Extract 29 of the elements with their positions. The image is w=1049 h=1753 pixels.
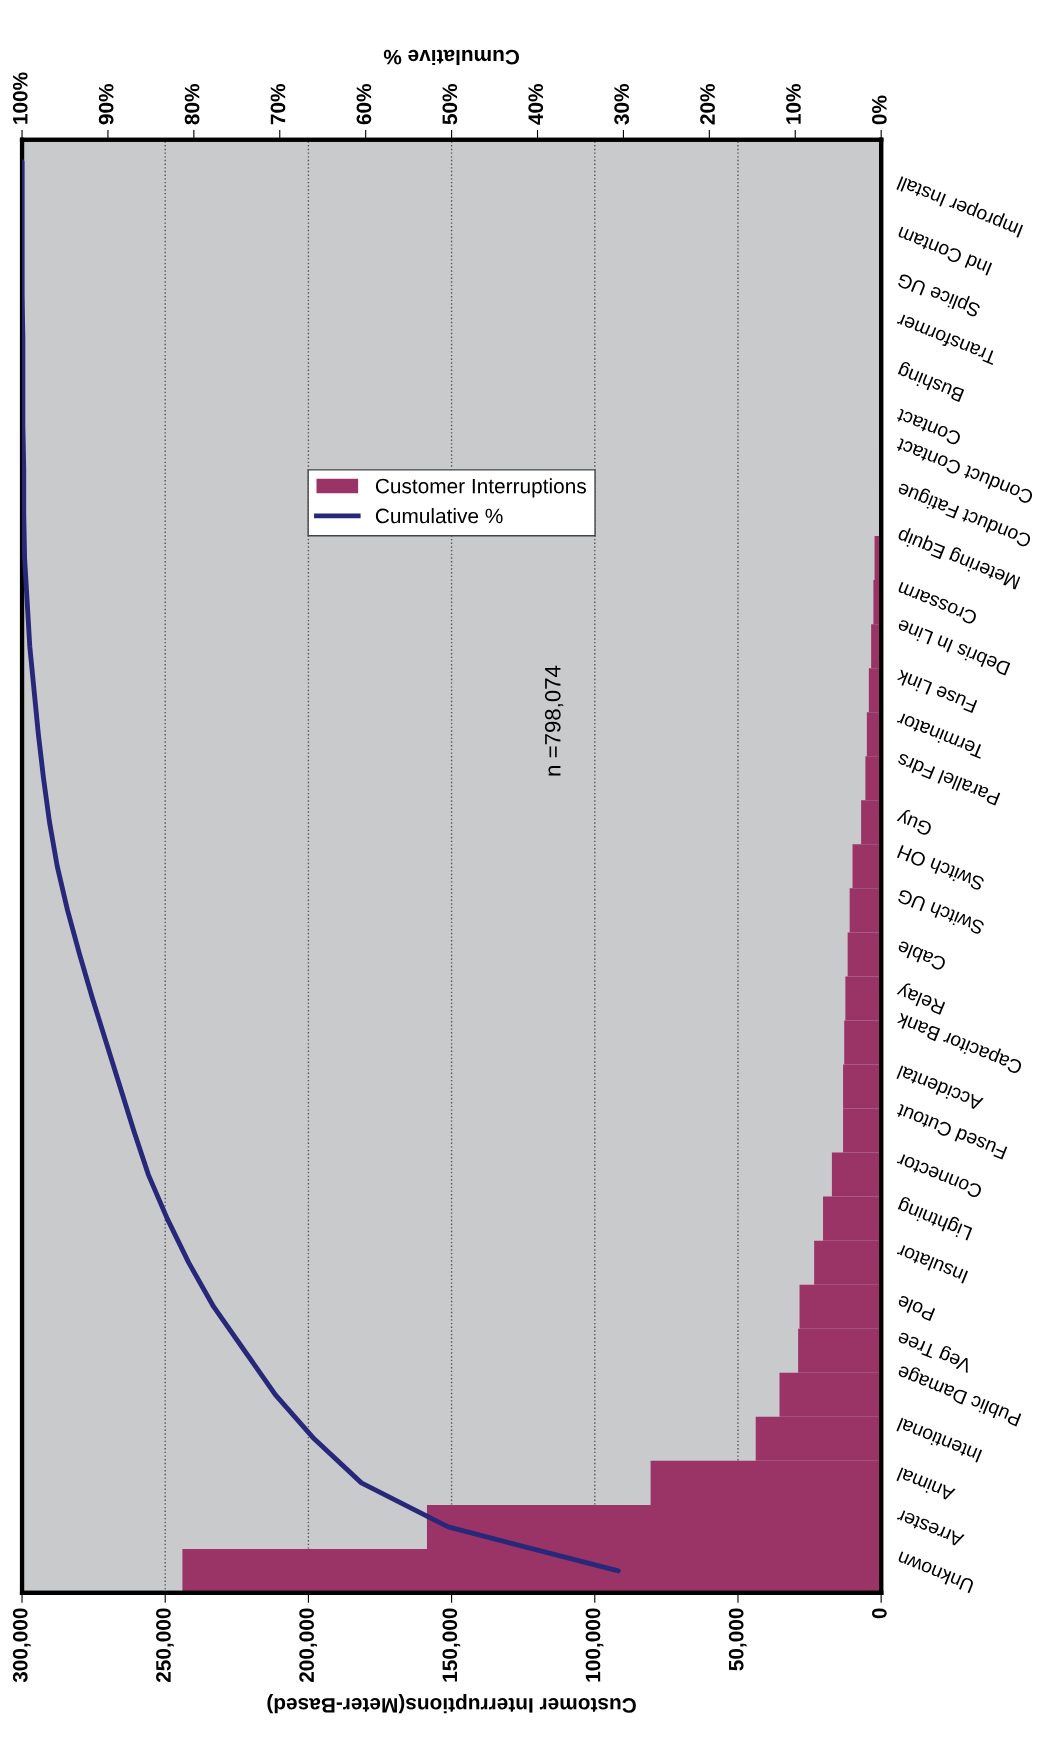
x-tick-label: 100,000 (585, 1608, 604, 1682)
x2-tick-label: 70% (270, 83, 286, 125)
y-tick-label: Fuse Link (895, 669, 978, 714)
x-tick-label: 0 (872, 1608, 887, 1619)
x-tick-label: 150,000 (442, 1608, 461, 1682)
x2-tick-label: 60% (356, 83, 372, 125)
x2-tick-label: 20% (700, 83, 715, 125)
annotation: n =798,074 (544, 665, 564, 776)
legend-label: Customer Interruptions (375, 478, 586, 498)
x2-tick-label: 90% (98, 83, 114, 125)
y-tick-label: Cable (896, 940, 947, 972)
x2-tick-label: 30% (614, 83, 630, 125)
y-tick-label: Animal (896, 1467, 956, 1503)
x2-tick-label: 0% (872, 95, 887, 125)
x-tick-label: 300,000 (12, 1608, 31, 1683)
x-tick-label: 250,000 (156, 1608, 174, 1683)
legend-label: Cumulative % (375, 508, 503, 524)
x-tick-label: 200,000 (299, 1608, 318, 1683)
y-tick-label: Pole (896, 1294, 936, 1322)
x2-axis-title: Cumulative % (383, 49, 520, 66)
x2-tick-label: 10% (786, 83, 801, 124)
x2-tick-label: 50% (442, 83, 458, 125)
x2-tick-label: 80% (184, 83, 200, 125)
x-tick-label: 50,000 (728, 1608, 747, 1671)
x-axis-title: Customer Interruptions(Meter-Based) (267, 1693, 636, 1714)
x2-tick-label: 40% (528, 83, 544, 125)
y-tick-label: Relay (895, 980, 947, 1016)
x2-tick-label: 100% (12, 72, 28, 124)
y-tick-label: Guy (895, 807, 935, 837)
